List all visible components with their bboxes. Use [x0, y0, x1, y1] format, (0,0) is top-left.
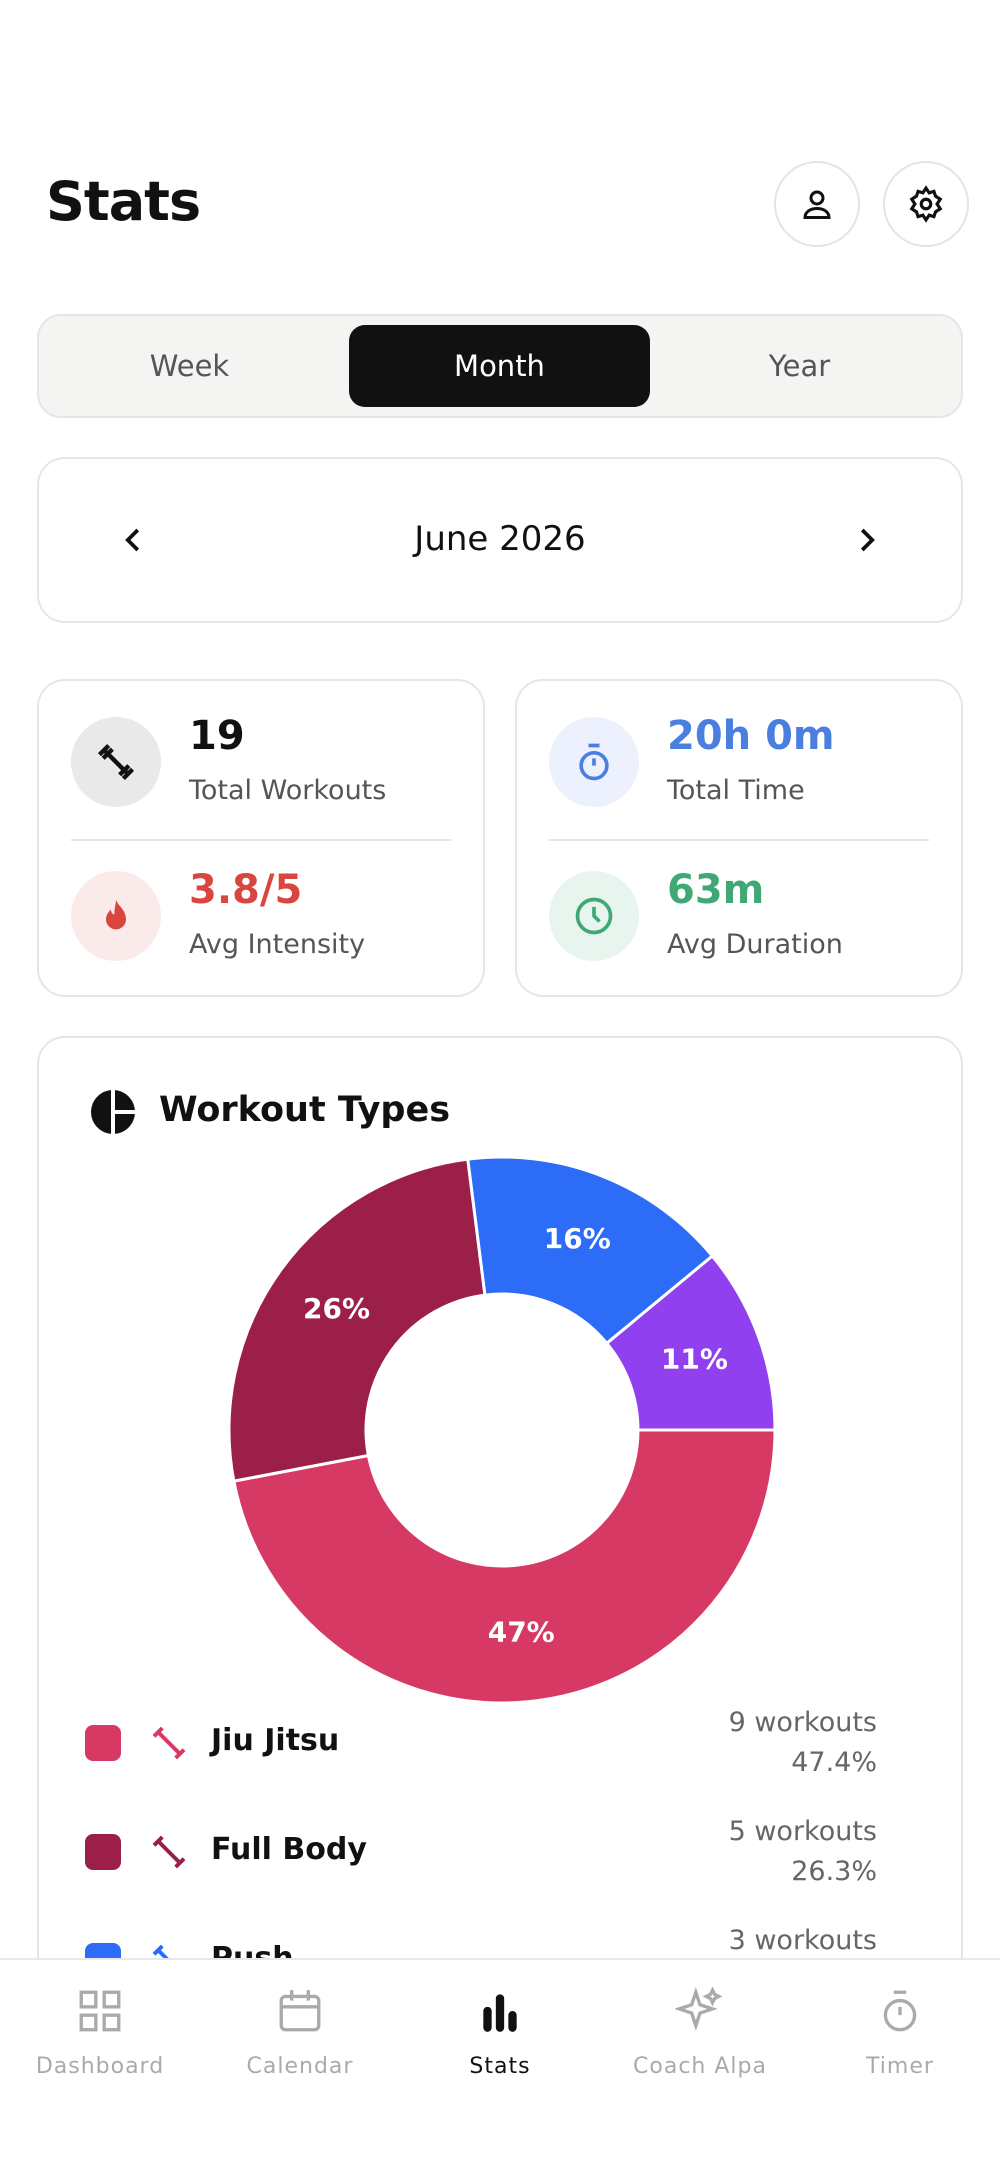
- settings-button[interactable]: [883, 161, 969, 247]
- stat-card: 20h 0m Total Time 63m Avg Duration: [515, 679, 963, 997]
- tab-selected[interactable]: Month: [349, 325, 650, 407]
- icon: [549, 717, 639, 807]
- stat-label: Avg Duration: [667, 929, 843, 960]
- stat-value: 19: [189, 713, 245, 759]
- slice-label: 26%: [303, 1292, 370, 1325]
- nav-item[interactable]: Timer: [800, 1960, 1000, 2079]
- legend-count: 5 workouts: [728, 1816, 877, 1847]
- legend-name: Jiu Jitsu: [211, 1723, 340, 1758]
- donut-slice: [604, 1253, 777, 1432]
- stat-label: Avg Intensity: [189, 929, 366, 960]
- workout-types-card: Workout Types 47% 26% 16% 11% Jiu Jitsu 9 wo…: [37, 1036, 963, 2036]
- stat-value: 20h 0m: [667, 713, 835, 759]
- pie-icon: [91, 1090, 135, 1134]
- period-label: June 2026: [414, 519, 586, 559]
- bottom-nav: Dashboard Calendar Stats Coach Alpa Timer: [0, 1958, 1000, 2173]
- nav-label: Timer: [866, 2054, 934, 2079]
- next-button[interactable]: [851, 525, 881, 555]
- prev-button[interactable]: [119, 525, 149, 555]
- legend-swatch: [85, 1834, 121, 1870]
- nav-item[interactable]: Calendar: [200, 1960, 400, 2079]
- legend-name: Full Body: [211, 1832, 367, 1867]
- stat-value: 63m: [667, 867, 765, 913]
- slice-label: 16%: [544, 1222, 611, 1255]
- nav-label: Dashboard: [35, 2054, 165, 2079]
- stat-value: 3.8/5: [189, 867, 303, 913]
- icon: [71, 717, 161, 807]
- page-title: Stats: [46, 170, 201, 233]
- nav-item[interactable]: Dashboard: [0, 1960, 200, 2079]
- nav-label: Coach Alpa: [633, 2054, 767, 2079]
- donut-slice: [466, 1155, 715, 1346]
- stat-label: Total Workouts: [189, 775, 387, 806]
- stat-label: Total Time: [667, 775, 805, 806]
- period-card: June 2026: [37, 457, 963, 623]
- legend-icon: [149, 1832, 189, 1876]
- legend-count: 3 workouts: [728, 1925, 877, 1956]
- stat-card: 19 Total Workouts 3.8/5 Avg Intensity: [37, 679, 485, 997]
- legend-count: 9 workouts: [728, 1707, 877, 1738]
- legend-percent: 47.4%: [791, 1747, 877, 1778]
- nav-label: Stats: [469, 2054, 531, 2079]
- donut-slice: [227, 1157, 487, 1483]
- legend-swatch: [85, 1725, 121, 1761]
- donut-slice: [232, 1428, 777, 1705]
- nav-item[interactable]: Coach Alpa: [600, 1960, 800, 2079]
- legend-icon: [149, 1723, 189, 1767]
- tab[interactable]: Year: [768, 349, 831, 383]
- slice-label: 11%: [661, 1343, 728, 1376]
- slice-label: 47%: [488, 1616, 555, 1649]
- donut-chart: 47% 26% 16% 11%: [227, 1155, 777, 1705]
- legend-percent: 26.3%: [791, 1856, 877, 1887]
- nav-label: Calendar: [246, 2054, 354, 2079]
- period-switch: Week Month Year: [37, 314, 963, 418]
- tab[interactable]: Week: [149, 349, 230, 383]
- card-title: Workout Types: [159, 1090, 451, 1130]
- nav-item[interactable]: Stats: [400, 1960, 600, 2079]
- profile-button[interactable]: [774, 161, 860, 247]
- icon: [71, 871, 161, 961]
- icon: [549, 871, 639, 961]
